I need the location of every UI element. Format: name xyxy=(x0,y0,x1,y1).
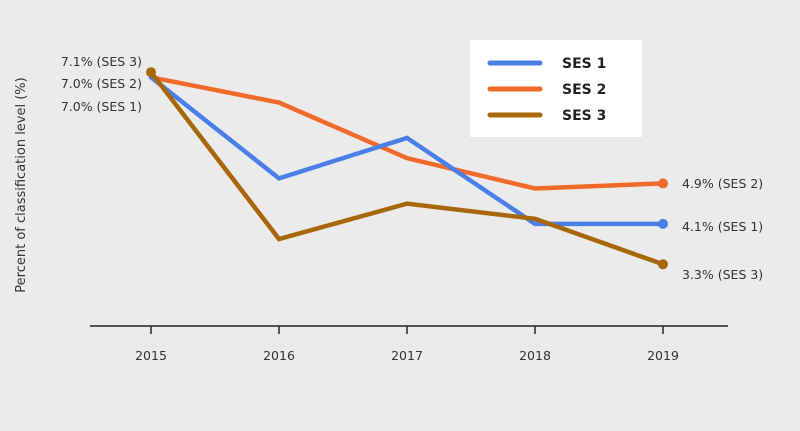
x-tick-label-2019: 2019 xyxy=(647,348,679,363)
x-axis-ticks: 2015 2016 2017 2018 2019 xyxy=(135,326,679,363)
legend-label-ses3: SES 3 xyxy=(562,108,606,124)
start-label-ses2: 7.0% (SES 2) xyxy=(61,76,142,91)
end-point-ses1 xyxy=(658,218,668,229)
legend: SES 1 SES 2 SES 3 xyxy=(470,40,642,137)
end-point-ses2 xyxy=(658,178,668,189)
end-point-ses3 xyxy=(658,259,668,270)
legend-label-ses2: SES 2 xyxy=(562,82,606,98)
x-tick-label-2016: 2016 xyxy=(263,348,295,363)
end-labels: 4.9% (SES 2) 4.1% (SES 1) 3.3% (SES 3) xyxy=(682,176,763,282)
start-point-ses3 xyxy=(146,67,156,78)
y-axis-title: Percent of classification level (%) xyxy=(14,77,29,292)
legend-items: SES 1 SES 2 SES 3 xyxy=(487,56,606,124)
series-line-ses3 xyxy=(148,69,666,267)
x-tick-label-2015: 2015 xyxy=(135,348,167,363)
series-lines xyxy=(146,67,668,270)
end-label-ses3: 3.3% (SES 3) xyxy=(682,267,763,282)
series-line-ses1 xyxy=(148,75,666,227)
end-label-ses2: 4.9% (SES 2) xyxy=(682,176,763,191)
start-labels: 7.1% (SES 3) 7.0% (SES 2) 7.0% (SES 1) xyxy=(61,54,142,114)
x-tick-label-2018: 2018 xyxy=(519,348,551,363)
start-label-ses3: 7.1% (SES 3) xyxy=(61,54,142,69)
legend-label-ses1: SES 1 xyxy=(562,56,606,72)
start-label-ses1: 7.0% (SES 1) xyxy=(61,99,142,114)
series-line-ses2 xyxy=(148,75,666,191)
end-label-ses1: 4.1% (SES 1) xyxy=(682,219,763,234)
x-tick-label-2017: 2017 xyxy=(391,348,423,363)
